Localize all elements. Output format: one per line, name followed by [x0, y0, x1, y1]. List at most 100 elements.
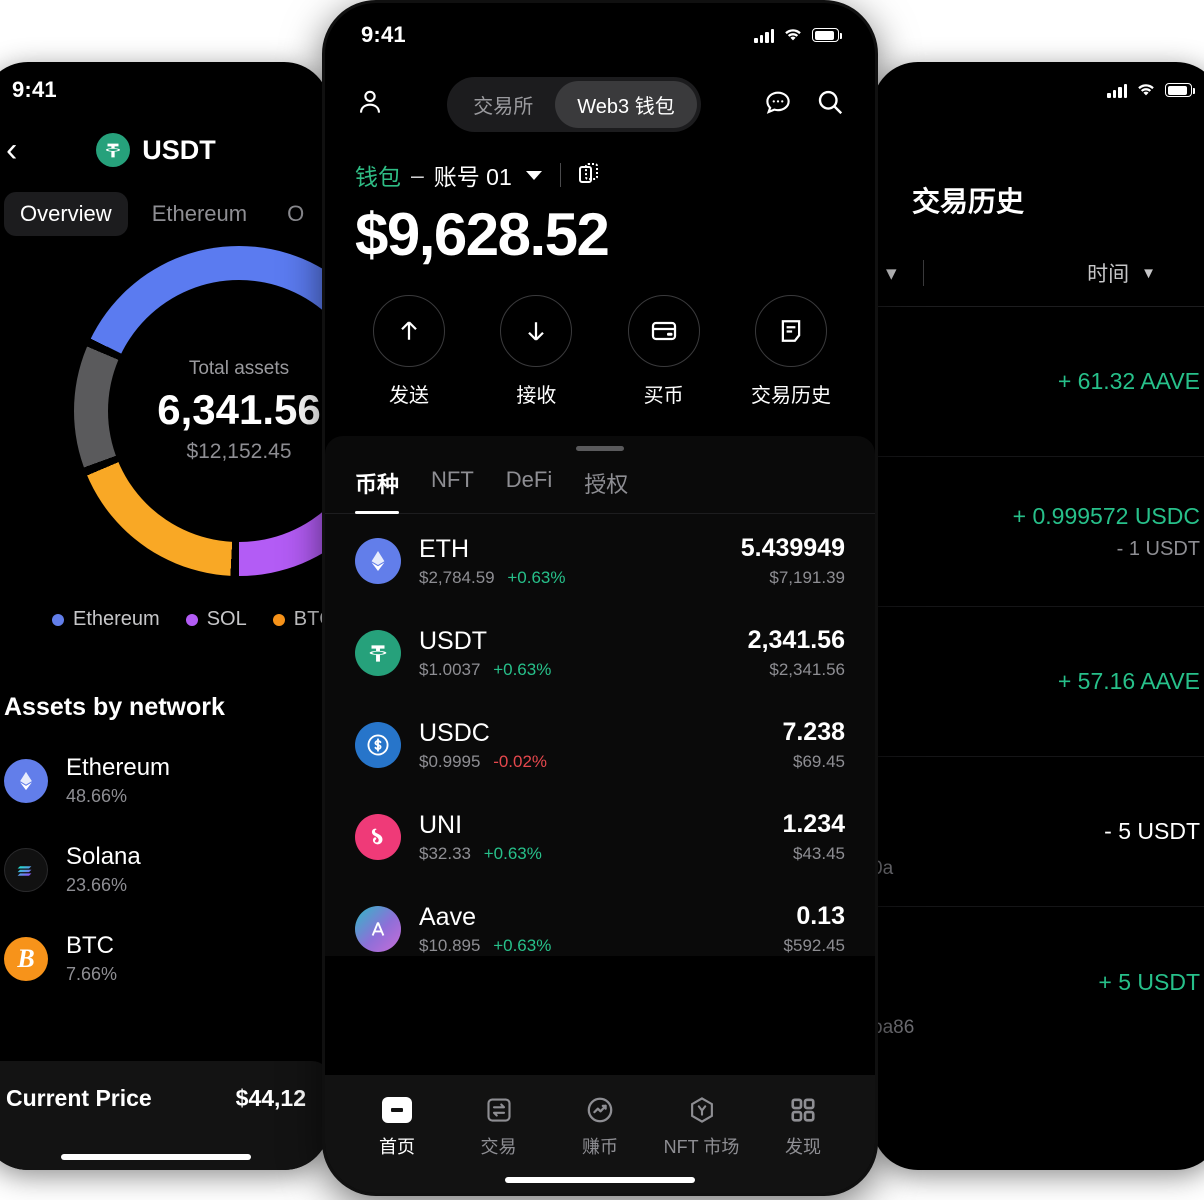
home-indicator: [61, 1154, 251, 1160]
tab-other[interactable]: O: [287, 201, 305, 226]
search-icon[interactable]: [815, 87, 845, 122]
network-name: Solana: [66, 843, 141, 870]
table-row[interactable]: + 0.999572 USDC - 1 USDT: [872, 457, 1204, 607]
token-price: $32.33: [419, 843, 471, 863]
donut-value: 6,341.56: [157, 386, 321, 433]
tx-amount: + 61.32 AAVE: [1057, 368, 1200, 394]
segment-web3-wallet[interactable]: Web3 钱包: [555, 81, 697, 128]
network-percent: 48.66%: [66, 786, 128, 806]
page-title-group: USDT: [0, 133, 330, 167]
token-price: $2,784.59: [419, 567, 495, 587]
tab-label: 发现: [785, 1137, 821, 1157]
tab-trade[interactable]: 交易: [453, 1089, 545, 1159]
tab-discover[interactable]: 发现: [757, 1089, 849, 1159]
tx-subamount: - 1 USDT: [1116, 537, 1200, 560]
segment-exchange[interactable]: 交易所: [473, 96, 534, 118]
wallet-selector[interactable]: 钱包 – 账号 01: [355, 158, 845, 192]
solana-icon: [4, 847, 48, 892]
network-name: BTC: [66, 932, 114, 959]
table-row[interactable]: + 5 USDT ba86: [872, 907, 1204, 1057]
copy-icon[interactable]: [578, 163, 599, 187]
action-send[interactable]: 发送: [363, 295, 455, 408]
current-price-value: $44,12: [235, 1085, 306, 1111]
wifi-icon: [1138, 84, 1154, 96]
filter-left-truncated[interactable]: ▾: [886, 261, 897, 285]
usdc-icon: [355, 722, 401, 768]
tab-coins[interactable]: 币种: [355, 467, 400, 514]
battery-icon: [1165, 83, 1195, 97]
legend-dot-sol: [185, 613, 198, 626]
network-name: Ethereum: [66, 754, 171, 781]
uniswap-icon: [355, 814, 401, 860]
ethereum-icon: [4, 758, 48, 803]
swap-icon: [453, 1089, 545, 1131]
sheet-grabber[interactable]: [576, 446, 624, 451]
list-item[interactable]: UNI $32.33 +0.63% 1.234 $43.45: [355, 790, 845, 882]
list-item[interactable]: Ethereum 48.66%: [4, 736, 308, 825]
credit-card-icon: [627, 295, 700, 367]
token-amount: 0.13: [796, 902, 845, 930]
aave-icon: [355, 906, 401, 952]
action-buy[interactable]: 买币: [618, 295, 710, 408]
action-label: 发送: [389, 385, 429, 407]
wallet-header: 钱包 – 账号 01 $9,628.52: [325, 144, 875, 269]
action-label: 买币: [643, 385, 684, 407]
token-symbol: USDC: [419, 718, 490, 747]
segmented-control: 交易所 Web3 钱包: [447, 77, 701, 132]
network-info: Solana 23.66%: [66, 843, 141, 896]
network-percent: 23.66%: [66, 875, 128, 895]
tab-approval[interactable]: 授权: [584, 472, 629, 497]
tab-home[interactable]: 首页: [351, 1089, 443, 1159]
token-price: $1.0037: [419, 659, 481, 679]
assets-sheet: 币种 NFT DeFi 授权 ETH $2,784.59 +0.63%: [325, 436, 875, 956]
tab-ethereum[interactable]: Ethereum: [151, 201, 248, 226]
wallet-name: 钱包: [355, 164, 401, 190]
table-row[interactable]: + 61.32 AAVE: [872, 307, 1204, 457]
token-amount: 7.238: [782, 718, 845, 746]
chevron-down-icon[interactable]: [525, 170, 542, 180]
chevron-down-icon[interactable]: ▼: [1141, 264, 1156, 282]
token-value: $7,191.39: [769, 568, 845, 587]
tab-label: 交易: [480, 1137, 517, 1157]
tab-earn[interactable]: 赚币: [554, 1089, 646, 1159]
chat-bubble-icon[interactable]: [763, 87, 793, 122]
bottom-tab-bar: 首页 交易: [325, 1075, 875, 1193]
token-price: $10.895: [419, 935, 481, 955]
wifi-icon: [785, 29, 801, 41]
tx-amount: + 57.16 AAVE: [1057, 668, 1200, 694]
tab-nft[interactable]: NFT: [431, 467, 474, 492]
tab-nft-market[interactable]: NFT 市场: [656, 1089, 748, 1159]
current-price-bar: Current Price $44,12: [0, 1061, 330, 1170]
network-list: Ethereum 48.66% Solana 23.66%: [0, 722, 330, 1003]
transaction-list: + 61.32 AAVE + 0.999572 USDC - 1 USDT + …: [872, 307, 1204, 1057]
action-history[interactable]: 交易历史: [745, 295, 837, 408]
table-row[interactable]: + 57.16 AAVE: [872, 607, 1204, 757]
action-receive[interactable]: 接收: [490, 295, 582, 408]
wallet-account: 账号 01: [433, 164, 512, 190]
network-info: Ethereum 48.66%: [66, 754, 170, 807]
list-item[interactable]: B BTC 7.66%: [4, 914, 308, 1003]
legend-label: Ethereum: [73, 608, 160, 630]
back-icon[interactable]: ‹: [6, 131, 18, 169]
donut-subvalue: $12,152.45: [186, 440, 292, 463]
token-value: $69.45: [793, 752, 845, 771]
tab-defi[interactable]: DeFi: [505, 467, 553, 492]
center-status-bar: 9:41: [325, 3, 875, 67]
right-status-bar: [872, 62, 1204, 118]
list-item[interactable]: USDT $1.0037 +0.63% 2,341.56 $2,341.56: [355, 606, 845, 698]
token-symbol: ETH: [419, 534, 469, 563]
list-item[interactable]: Solana 23.66%: [4, 825, 308, 914]
legend-item: Ethereum: [52, 608, 160, 631]
status-time: 9:41: [12, 77, 57, 102]
tab-overview[interactable]: Overview: [4, 192, 128, 236]
token-change: +0.63%: [493, 659, 552, 679]
list-item[interactable]: ETH $2,784.59 +0.63% 5.439949 $7,191.39: [355, 514, 845, 606]
person-icon[interactable]: [355, 87, 385, 122]
table-row[interactable]: - 5 USDT 0a: [872, 757, 1204, 907]
list-item[interactable]: Aave $10.895 +0.63% 0.13 $592.45: [355, 882, 845, 956]
list-item[interactable]: USDC $0.9995 -0.02% 7.238 $69.45: [355, 698, 845, 790]
filter-time-label[interactable]: 时间: [1087, 263, 1130, 286]
network-info: BTC 7.66%: [66, 932, 117, 985]
legend-item: SOL: [185, 608, 247, 631]
home-indicator: [505, 1177, 695, 1183]
